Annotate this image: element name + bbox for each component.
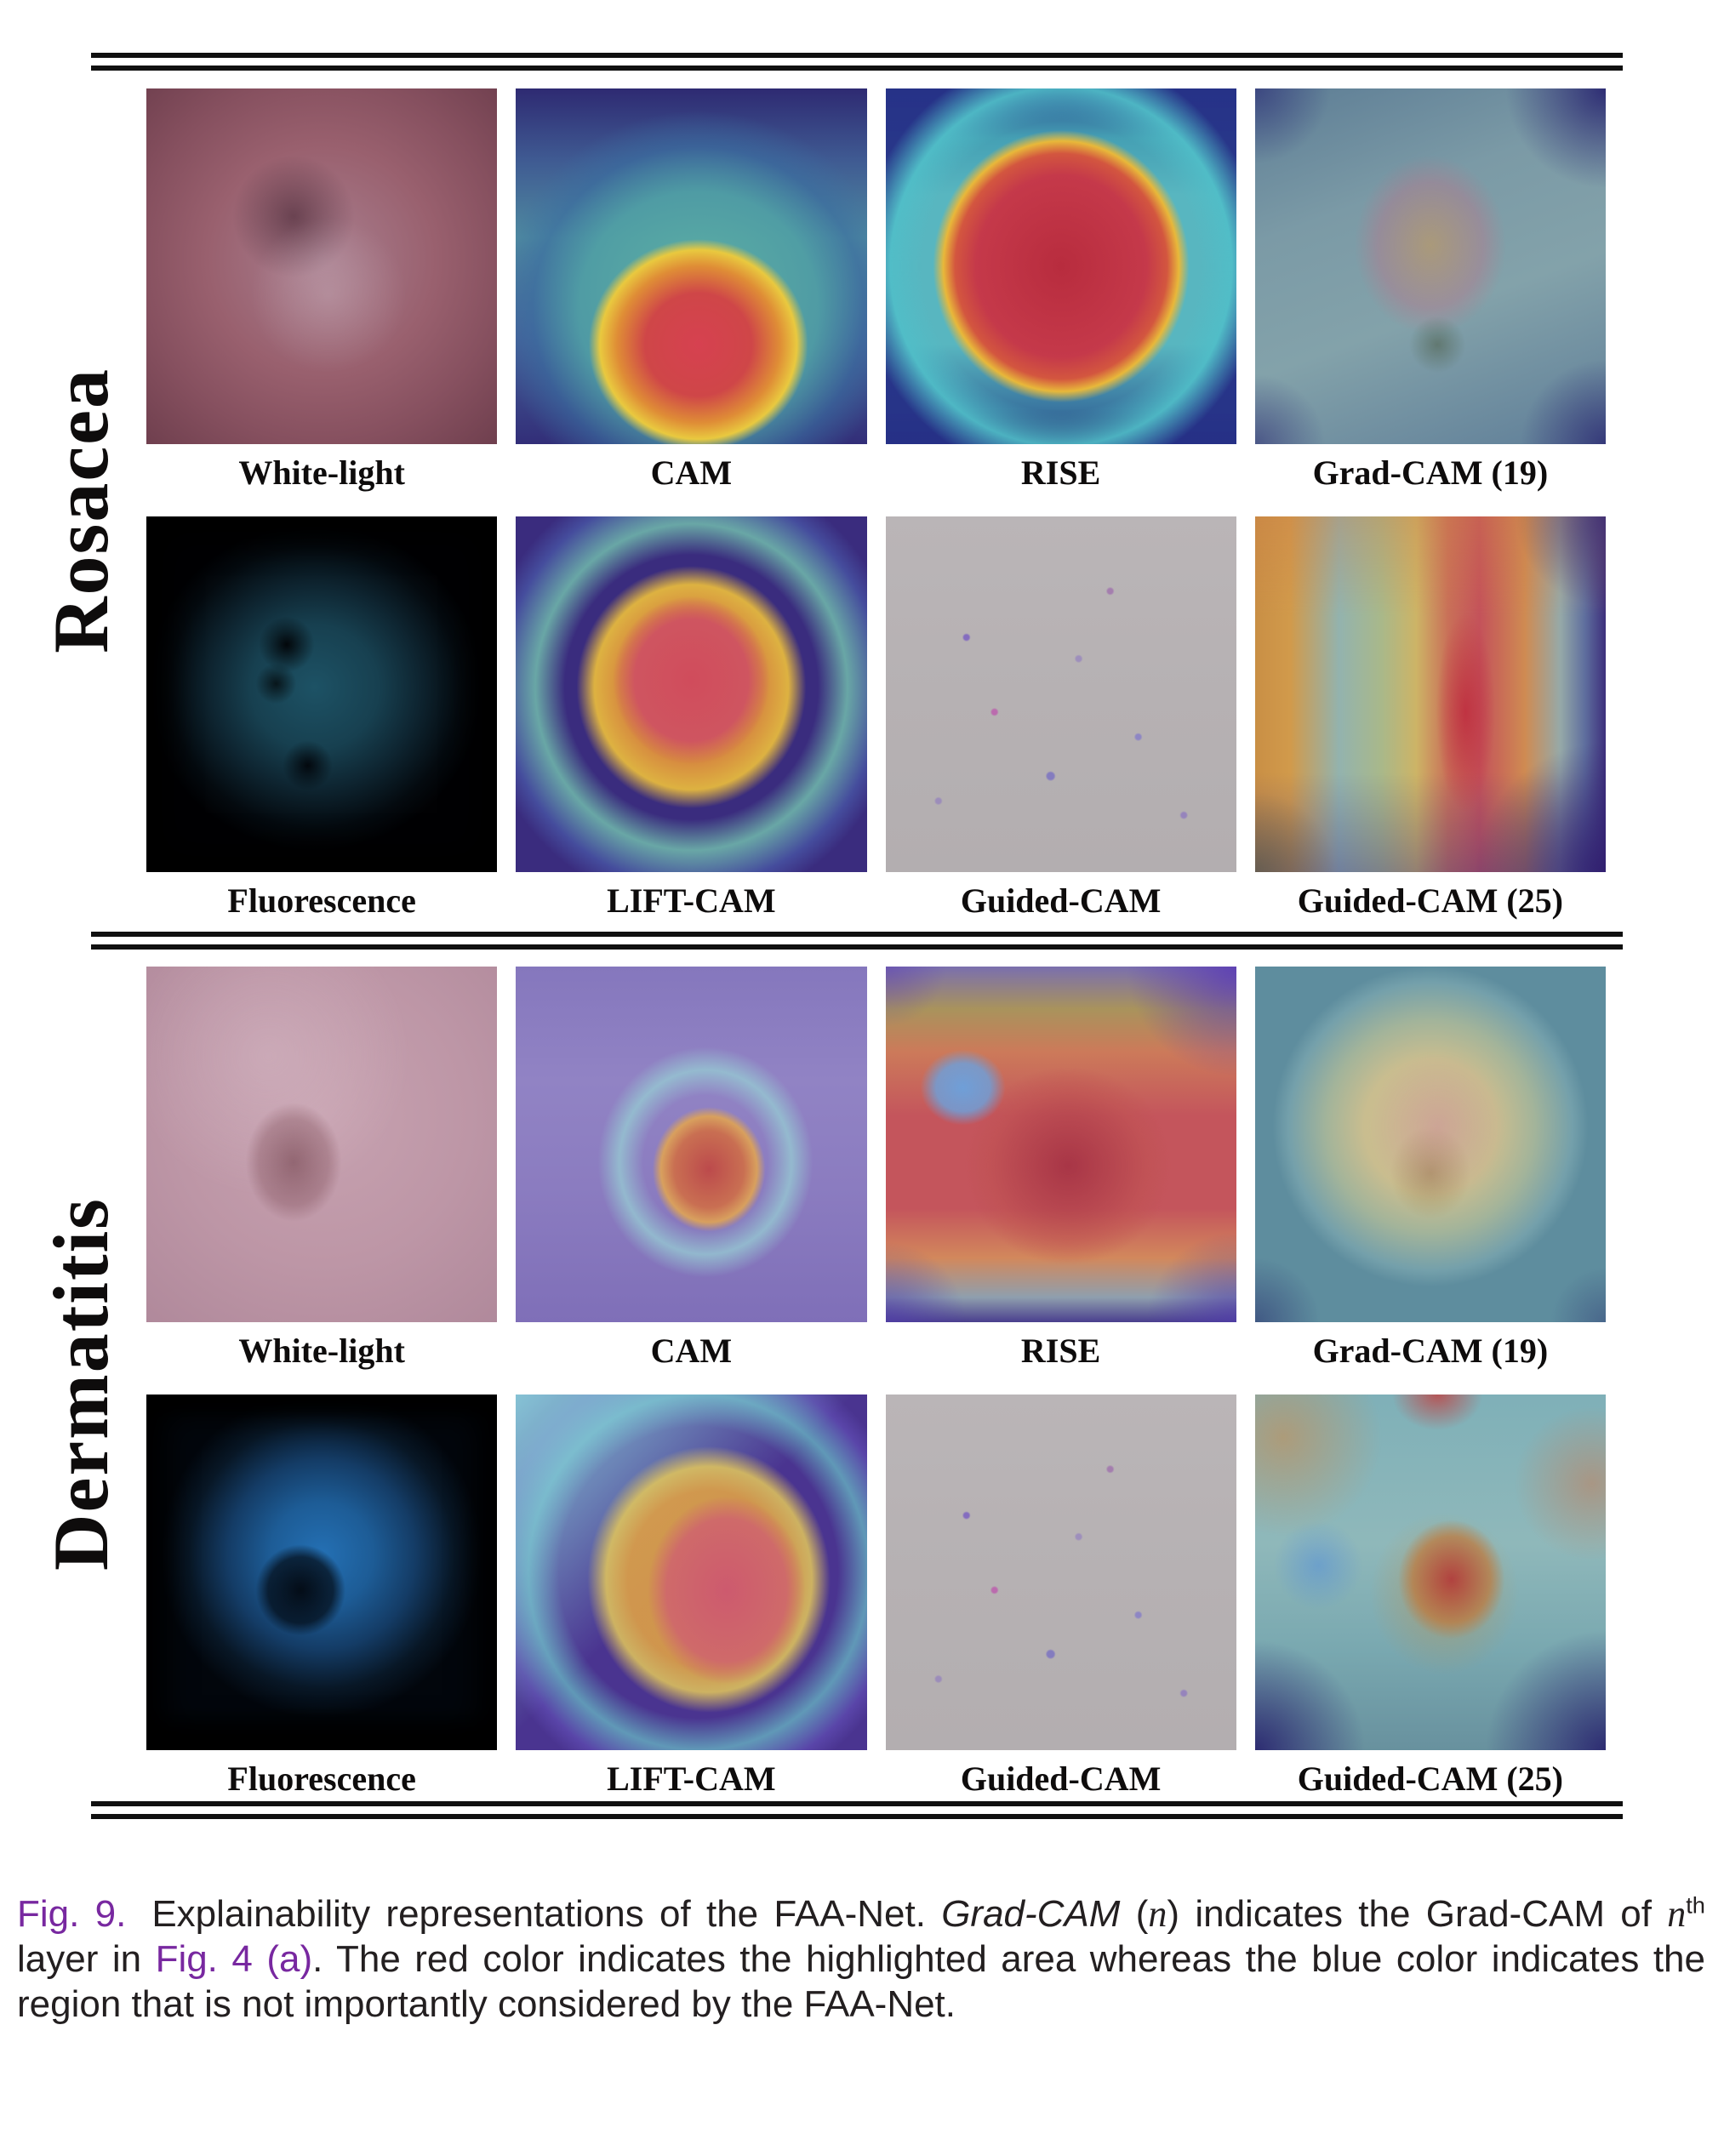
- label-strip: Fluorescence: [146, 1750, 497, 1801]
- label-strip: White-light: [146, 444, 497, 516]
- section-label-dermatitis: Dermatitis: [26, 967, 136, 1801]
- rosacea-rise-heatmap: [885, 88, 1236, 444]
- dermatitis-fluorescence-image: [146, 1395, 498, 1750]
- panel-label: CAM: [650, 453, 733, 492]
- dermatitis-grad-cam-19-heatmap: [1254, 967, 1606, 1322]
- caption-n-variable-2: n: [1667, 1893, 1687, 1935]
- panel-label: White-light: [238, 453, 405, 492]
- section-dermatitis: Dermatitis White-light CAM RISE Grad-CAM…: [0, 967, 1724, 1801]
- section-rosacea: Rosacea White-light CAM RISE Grad-CAM (1…: [0, 88, 1724, 932]
- label-strip: RISE: [886, 444, 1236, 516]
- dermatitis-row1-grid: White-light CAM RISE Grad-CAM (19) Fluor…: [146, 967, 1606, 1801]
- panel-label: Guided-CAM (25): [1297, 1760, 1563, 1798]
- panel-label: White-light: [238, 1332, 405, 1370]
- panel-label: RISE: [1020, 453, 1101, 492]
- figure-caption: Fig. 9. Explainability representations of…: [17, 1891, 1705, 2027]
- rosacea-lift-cam-heatmap: [516, 516, 867, 872]
- dermatitis-lift-cam-heatmap: [516, 1395, 867, 1750]
- bottom-double-rule: [91, 1801, 1623, 1819]
- label-strip: Guided-CAM: [886, 1750, 1236, 1801]
- panel-label: Guided-CAM (25): [1297, 881, 1563, 920]
- label-strip: LIFT-CAM: [516, 1750, 866, 1801]
- dermatitis-guided-cam-image: [885, 1395, 1236, 1750]
- label-strip: Guided-CAM (25): [1255, 1750, 1606, 1801]
- label-strip: Guided-CAM (25): [1255, 872, 1606, 932]
- panel-label: Fluorescence: [227, 1760, 416, 1798]
- rosacea-guided-cam-25-heatmap: [1254, 516, 1606, 872]
- caption-paren-close: ): [1167, 1893, 1180, 1935]
- caption-text-tail: . The red color indicates the highlighte…: [17, 1938, 1705, 2025]
- caption-gradcam-italic: Grad-CAM: [941, 1893, 1121, 1935]
- caption-n-variable: n: [1148, 1893, 1167, 1935]
- panel-label: Grad-CAM (19): [1312, 1332, 1549, 1370]
- label-strip: RISE: [886, 1322, 1236, 1395]
- label-strip: Fluorescence: [146, 872, 497, 932]
- dermatitis-rise-heatmap: [885, 967, 1236, 1322]
- rosacea-fluorescence-image: [146, 516, 498, 872]
- dermatitis-cam-heatmap: [516, 967, 867, 1322]
- panel-label: Guided-CAM: [960, 881, 1162, 920]
- figure-number: Fig. 9.: [17, 1893, 127, 1935]
- label-strip: White-light: [146, 1322, 497, 1395]
- panel-label: Grad-CAM (19): [1312, 453, 1549, 492]
- label-strip: LIFT-CAM: [516, 872, 866, 932]
- rosacea-rotated-label: Rosacea: [37, 367, 124, 653]
- caption-layer-in: layer in: [17, 1938, 156, 1980]
- dermatitis-rotated-label: Dermatitis: [37, 1197, 124, 1571]
- caption-text-middle: indicates the Grad-CAM of: [1179, 1893, 1668, 1935]
- caption-th-superscript: th: [1686, 1891, 1705, 1919]
- rosacea-white-light-image: [146, 88, 498, 444]
- panel-label: CAM: [650, 1332, 733, 1370]
- section-label-rosacea: Rosacea: [26, 88, 136, 932]
- panel-label: Guided-CAM: [960, 1760, 1162, 1798]
- rosacea-cam-heatmap: [516, 88, 867, 444]
- caption-paren-open: (: [1120, 1893, 1149, 1935]
- panel-label: LIFT-CAM: [607, 881, 776, 920]
- rosacea-guided-cam-image: [885, 516, 1236, 872]
- label-strip: CAM: [516, 444, 866, 516]
- panel-label: Fluorescence: [227, 881, 416, 920]
- label-strip: Grad-CAM (19): [1255, 1322, 1606, 1395]
- dermatitis-guided-cam-25-heatmap: [1254, 1395, 1606, 1750]
- panel-label: LIFT-CAM: [607, 1760, 776, 1798]
- label-strip: Grad-CAM (19): [1255, 444, 1606, 516]
- middle-double-rule: [91, 932, 1623, 950]
- rosacea-row1-grid: White-light CAM RISE Grad-CAM (19) Fluor…: [146, 88, 1606, 932]
- rosacea-grad-cam-19-heatmap: [1254, 88, 1606, 444]
- label-strip: CAM: [516, 1322, 866, 1395]
- dermatitis-white-light-image: [146, 967, 498, 1322]
- panel-label: RISE: [1020, 1332, 1101, 1370]
- caption-text-intro: Explainability representations of the FA…: [151, 1893, 942, 1935]
- top-double-rule: [91, 53, 1623, 71]
- label-strip: Guided-CAM: [886, 872, 1236, 932]
- fig4-cross-reference[interactable]: Fig. 4 (a): [155, 1938, 313, 1980]
